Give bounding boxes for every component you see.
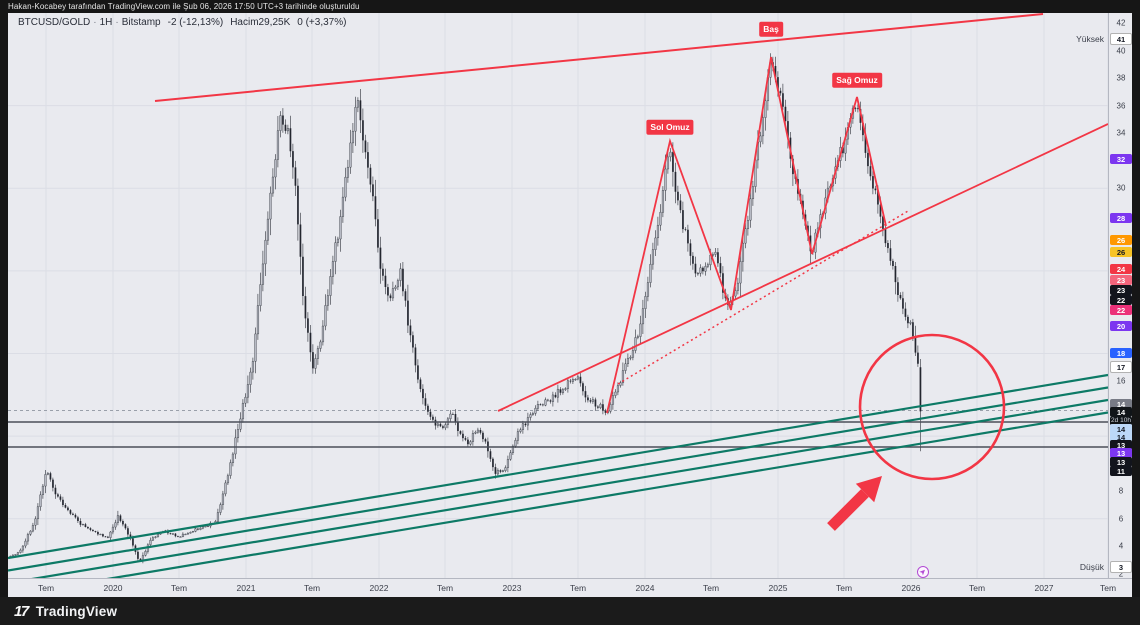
legend-separator: · xyxy=(93,17,97,28)
time-tick-tem: Tem xyxy=(835,583,853,593)
price-badge: 26 xyxy=(1110,235,1132,245)
time-tick-tem: Tem xyxy=(436,583,454,593)
price-tick: 42 xyxy=(1116,18,1126,28)
time-tick-tem: Tem xyxy=(968,583,986,593)
time-tick-tem: Tem xyxy=(170,583,188,593)
label-head[interactable]: Baş xyxy=(759,21,783,37)
price-badge: 28 xyxy=(1110,213,1132,223)
price-tick: 16 xyxy=(1116,376,1126,386)
legend-interval[interactable]: 1H xyxy=(99,17,113,28)
price-badge: 14 xyxy=(1110,432,1132,442)
price-tick: 4 xyxy=(1118,541,1124,551)
price-tick: 30 xyxy=(1116,183,1126,193)
chart-pane[interactable]: BTCUSD/GOLD · 1H · Bitstamp -2 (-12,13%) Hacim… xyxy=(8,13,1108,578)
price-badge: 24 xyxy=(1110,264,1132,274)
legend-volume: 29,25K xyxy=(258,17,291,28)
high-label: Yüksek xyxy=(1076,34,1104,44)
red-arrow-shaft[interactable] xyxy=(827,489,869,531)
time-tick-2023: 2023 xyxy=(502,583,522,593)
price-badge: 20 xyxy=(1110,321,1132,331)
tradingview-logo-icon[interactable]: 17 xyxy=(14,602,29,620)
price-badge: 17 xyxy=(1110,361,1132,373)
price-tick: 38 xyxy=(1116,73,1126,83)
price-badge: 22 xyxy=(1110,295,1132,305)
price-badge: 14 xyxy=(1110,424,1132,434)
green-channel-line[interactable] xyxy=(8,411,1108,579)
red-arrow-head[interactable] xyxy=(855,476,882,503)
price-badge: 23 xyxy=(1110,285,1132,295)
green-channel-line[interactable] xyxy=(8,398,1108,578)
time-tick-2020: 2020 xyxy=(103,583,123,593)
price-tick: 2 xyxy=(1118,569,1124,579)
time-tick-2021: 2021 xyxy=(236,583,256,593)
time-tick-tem: Tem xyxy=(1099,583,1117,593)
symbol-legend[interactable]: BTCUSD/GOLD · 1H · Bitstamp -2 (-12,13%) Hacim… xyxy=(18,17,346,28)
chart-frame: BTCUSD/GOLD · 1H · Bitstamp -2 (-12,13%) Hacim… xyxy=(8,13,1132,597)
time-axis[interactable]: Tem 2020 Tem 2021 Tem 2022 Tem 2023 Tem 2024 Tem 20… xyxy=(8,578,1132,597)
price-axis[interactable]: 42 40 38 36 34 30 16 8 6 4 2 41 32 28 26 26 24 23 23 22 22 20… xyxy=(1108,13,1132,578)
dotted-trendline[interactable] xyxy=(617,210,909,385)
low-label: Düşük xyxy=(1079,562,1104,572)
time-tick-2027: 2027 xyxy=(1034,583,1054,593)
rising-trendline[interactable] xyxy=(497,123,1108,412)
legend-volume-label: Hacim xyxy=(230,17,259,28)
up-candles xyxy=(8,62,912,561)
legend-change: -2 (-12,13%) xyxy=(167,17,224,28)
time-tick-tem: Tem xyxy=(569,583,587,593)
label-left-shoulder[interactable]: Sol Omuz xyxy=(646,119,694,135)
top-trendline[interactable] xyxy=(154,13,1044,102)
time-tick-2025: 2025 xyxy=(768,583,788,593)
price-tick: 6 xyxy=(1118,514,1124,524)
price-badge: 13 xyxy=(1110,440,1132,450)
price-badge: 13 xyxy=(1110,448,1132,458)
footer-bar: 17 TradingView xyxy=(0,597,1140,625)
price-badge: 13 xyxy=(1110,457,1132,467)
price-badge: 11 xyxy=(1110,466,1132,476)
price-badge: 41 xyxy=(1110,33,1132,45)
current-price-badge: 14 xyxy=(1110,407,1132,417)
red-circle-annotation[interactable] xyxy=(858,333,1006,481)
price-badge: 18 xyxy=(1110,348,1132,358)
legend-symbol[interactable]: BTCUSD/GOLD xyxy=(18,17,91,28)
time-tick-2022: 2022 xyxy=(369,583,389,593)
price-badge: 22 xyxy=(1110,305,1132,315)
time-tick-2024: 2024 xyxy=(635,583,655,593)
time-tick-2026: 2026 xyxy=(901,583,921,593)
legend-volume-change: 0 (+3,37%) xyxy=(297,17,347,28)
legend-separator: · xyxy=(115,17,119,28)
bar-close-countdown: 2d 10h xyxy=(1110,416,1132,425)
price-badge: 23 xyxy=(1110,275,1132,285)
price-tick: 8 xyxy=(1118,486,1124,496)
label-right-shoulder[interactable]: Sağ Omuz xyxy=(832,72,882,88)
candlestick-chart[interactable] xyxy=(8,13,1108,578)
attribution-text: Hakan-Kocabey tarafından TradingView.com… xyxy=(8,2,360,11)
price-badge: 14 xyxy=(1110,399,1132,409)
price-tick: 40 xyxy=(1116,46,1126,55)
price-badge: 32 xyxy=(1110,154,1132,164)
legend-exchange: Bitstamp xyxy=(121,17,161,28)
price-badge: 26 xyxy=(1110,247,1132,257)
candle-wicks xyxy=(8,53,921,564)
time-tick-tem: Tem xyxy=(303,583,321,593)
tradingview-brand[interactable]: TradingView xyxy=(35,603,118,619)
price-tick: 34 xyxy=(1116,128,1126,138)
head-and-shoulders-zigzag[interactable] xyxy=(606,56,887,414)
price-badge: 3 xyxy=(1110,561,1132,573)
green-channel-line[interactable] xyxy=(8,386,1108,572)
price-tick: 36 xyxy=(1116,101,1126,111)
green-channel-line[interactable] xyxy=(8,373,1108,560)
time-tick-tem: Tem xyxy=(37,583,55,593)
time-tick-tem: Tem xyxy=(702,583,720,593)
